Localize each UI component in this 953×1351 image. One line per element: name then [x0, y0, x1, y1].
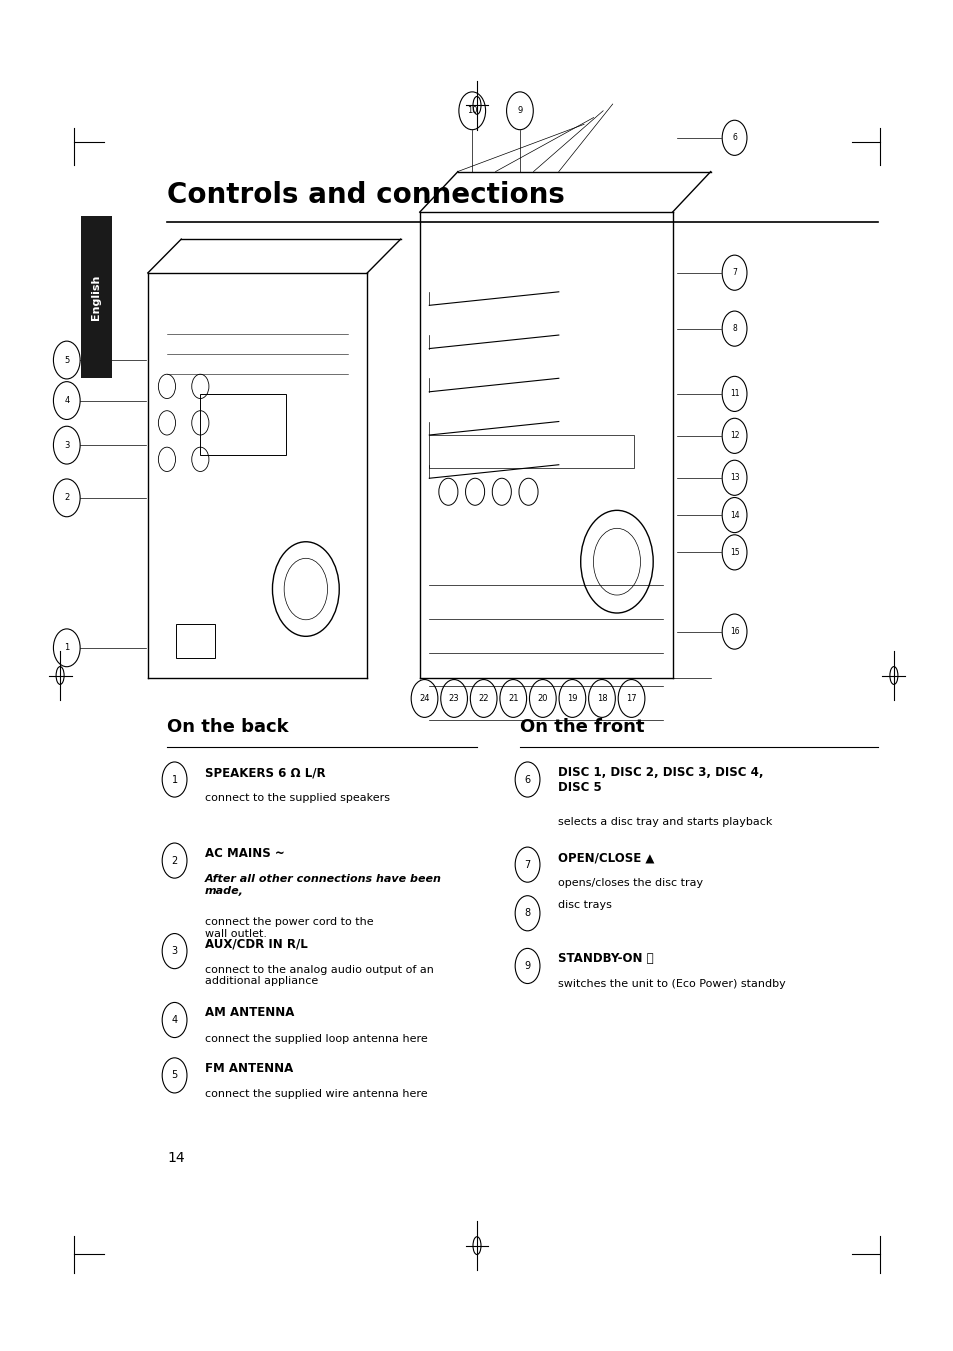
- Text: DISC 1, DISC 2, DISC 3, DISC 4,
DISC 5: DISC 1, DISC 2, DISC 3, DISC 4, DISC 5: [558, 766, 762, 794]
- Text: connect the power cord to the
wall outlet.: connect the power cord to the wall outle…: [205, 917, 374, 939]
- Text: After all other connections have been
made,: After all other connections have been ma…: [205, 874, 441, 896]
- Text: 24: 24: [418, 694, 430, 703]
- Text: 6: 6: [524, 774, 530, 785]
- Text: AM ANTENNA: AM ANTENNA: [205, 1006, 294, 1020]
- Text: OPEN/CLOSE ▲: OPEN/CLOSE ▲: [558, 851, 654, 865]
- Text: 3: 3: [64, 440, 70, 450]
- Text: 2: 2: [172, 855, 177, 866]
- Text: On the front: On the front: [519, 719, 644, 736]
- Text: 14: 14: [729, 511, 739, 520]
- Text: disc trays: disc trays: [558, 900, 611, 909]
- Text: 4: 4: [64, 396, 70, 405]
- Text: 19: 19: [566, 694, 578, 703]
- Text: 21: 21: [507, 694, 518, 703]
- Text: 23: 23: [448, 694, 459, 703]
- Text: SPEAKERS 6 Ω L/R: SPEAKERS 6 Ω L/R: [205, 766, 325, 780]
- Text: 22: 22: [477, 694, 489, 703]
- Text: English: English: [91, 274, 101, 320]
- Text: 7: 7: [524, 859, 530, 870]
- Text: 14: 14: [167, 1151, 184, 1165]
- Text: 8: 8: [524, 908, 530, 919]
- Text: 1: 1: [64, 643, 70, 653]
- Text: 9: 9: [524, 961, 530, 971]
- Text: 13: 13: [729, 473, 739, 482]
- Text: 18: 18: [596, 694, 607, 703]
- Text: 12: 12: [729, 431, 739, 440]
- Text: switches the unit to (Eco Power) standby: switches the unit to (Eco Power) standby: [558, 979, 785, 989]
- Text: selects a disc tray and starts playback: selects a disc tray and starts playback: [558, 817, 772, 827]
- Text: 5: 5: [172, 1070, 177, 1081]
- Text: 5: 5: [64, 355, 70, 365]
- Text: 17: 17: [625, 694, 637, 703]
- Text: 8: 8: [732, 324, 736, 334]
- Text: connect to the supplied speakers: connect to the supplied speakers: [205, 793, 390, 802]
- Text: 7: 7: [731, 269, 737, 277]
- Text: 4: 4: [172, 1015, 177, 1025]
- Text: 20: 20: [537, 694, 548, 703]
- Text: connect the supplied loop antenna here: connect the supplied loop antenna here: [205, 1034, 427, 1043]
- Text: STANDBY-ON ⏻: STANDBY-ON ⏻: [558, 952, 653, 966]
- Text: 16: 16: [729, 627, 739, 636]
- Text: 3: 3: [172, 946, 177, 957]
- Text: AC MAINS ~: AC MAINS ~: [205, 847, 285, 861]
- Text: AUX/CDR IN R/L: AUX/CDR IN R/L: [205, 938, 308, 951]
- Text: opens/closes the disc tray: opens/closes the disc tray: [558, 878, 702, 888]
- Text: 10: 10: [466, 107, 477, 115]
- Text: 11: 11: [729, 389, 739, 399]
- Text: On the back: On the back: [167, 719, 288, 736]
- Text: 15: 15: [729, 549, 739, 557]
- Text: 6: 6: [731, 134, 737, 142]
- Text: 2: 2: [64, 493, 70, 503]
- Text: 1: 1: [172, 774, 177, 785]
- Text: connect the supplied wire antenna here: connect the supplied wire antenna here: [205, 1089, 427, 1098]
- Text: connect to the analog audio output of an
additional appliance: connect to the analog audio output of an…: [205, 965, 434, 986]
- Text: 9: 9: [517, 107, 522, 115]
- FancyBboxPatch shape: [81, 216, 112, 378]
- Text: FM ANTENNA: FM ANTENNA: [205, 1062, 294, 1075]
- Text: Controls and connections: Controls and connections: [167, 181, 564, 209]
